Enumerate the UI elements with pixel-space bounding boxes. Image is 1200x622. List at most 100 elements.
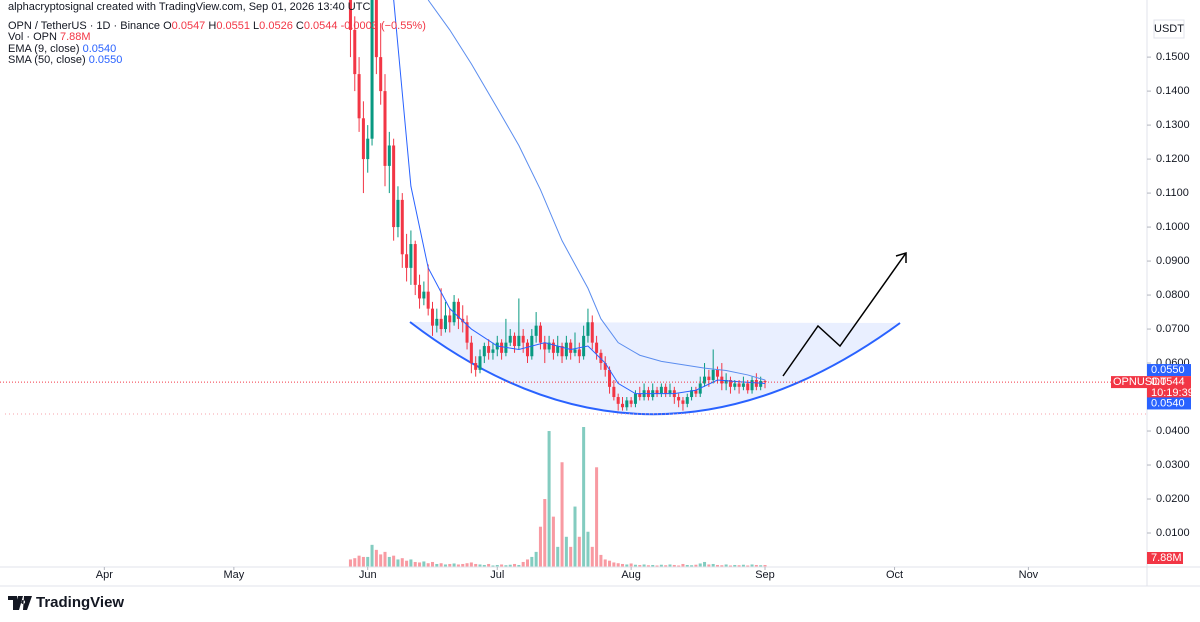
volume-bar [370, 544, 374, 567]
brand: TradingView [8, 594, 124, 611]
candle-body [612, 386, 616, 398]
candle-body [659, 386, 663, 394]
candle-body [620, 403, 625, 408]
candle-body [400, 199, 404, 255]
candle-body [715, 369, 720, 377]
volume-bar [573, 506, 577, 567]
volume-bar [750, 564, 754, 567]
volume-bar [435, 563, 439, 567]
candle-body [560, 346, 564, 357]
candle-body [703, 376, 707, 384]
candle-body [655, 390, 659, 394]
candle-body [538, 325, 542, 343]
volume-bar [374, 549, 378, 567]
candle-body [582, 335, 586, 357]
volume-bar [366, 556, 370, 567]
candle-body [629, 400, 633, 404]
volume-bar [560, 462, 564, 567]
volume-bar [405, 560, 409, 567]
volume-bar [754, 564, 758, 567]
ohlc-key: C [295, 19, 304, 32]
candle-body [573, 349, 577, 353]
candle-body [625, 400, 629, 408]
volume-bar [383, 551, 387, 567]
candle-body [616, 397, 620, 404]
candle-body [413, 244, 417, 285]
x-tick-label: Sep [755, 569, 775, 581]
candle-body [469, 342, 473, 364]
sma-row: SMA (50, close) 0.0550 [8, 54, 426, 67]
volume-bar [508, 564, 512, 567]
volume-bar [608, 560, 612, 567]
currency: USDT [1154, 23, 1184, 35]
candle-body [482, 346, 486, 357]
volume-bar [629, 563, 633, 567]
candle-body [379, 57, 383, 92]
candle-body [577, 349, 581, 357]
y-tick-label: 0.1500 [1156, 51, 1190, 63]
volume-bar [582, 427, 586, 567]
candle-body [521, 335, 525, 343]
volume-bar [715, 564, 720, 567]
volume-bar [418, 562, 422, 567]
volume-bar [586, 531, 590, 567]
candle-body [586, 322, 590, 336]
indicator-value: 0.0540 [82, 42, 117, 55]
candle-body [728, 380, 732, 387]
candle-body [564, 342, 568, 357]
candle-body [409, 244, 413, 268]
candle-body [569, 342, 573, 353]
y-tick-label: 0.1000 [1156, 221, 1190, 233]
volume-bar [513, 563, 517, 567]
volume-bar [478, 564, 482, 567]
candle-body [439, 318, 443, 330]
volume-bar [353, 558, 357, 567]
volume-badge-bg [1147, 552, 1183, 564]
y-tick-label: 0.1400 [1156, 85, 1190, 97]
volume-bar [525, 559, 530, 567]
volume-bar [685, 564, 689, 567]
candle-body [456, 301, 460, 319]
ema-badge-bg [1147, 397, 1191, 410]
volume-bar [690, 565, 694, 567]
volume-bar [491, 565, 495, 567]
volume-bar [430, 561, 435, 567]
candle-body [685, 397, 689, 404]
candle-body [525, 342, 530, 357]
indicator-name: EMA (9, close) [8, 42, 80, 55]
volume-bar [348, 559, 352, 567]
brand-logo [8, 595, 32, 610]
candle-body [763, 381, 767, 383]
volume-bar [599, 554, 603, 567]
volume-bar [638, 564, 642, 567]
ohlc-key: O [163, 19, 172, 32]
y-tick-label: 0.0900 [1156, 255, 1190, 267]
volume-bar [534, 551, 538, 567]
candle-body [750, 380, 754, 391]
candle-body [435, 318, 439, 326]
symbol-badge-bg [1111, 376, 1147, 389]
candle-body [361, 118, 365, 160]
volume-bar [577, 536, 581, 567]
ohlc-key: L [253, 19, 260, 32]
candle-body [681, 400, 685, 404]
candle-body [374, 0, 378, 58]
candle-body [556, 346, 560, 353]
candle-body [741, 383, 745, 387]
x-tick-label: Nov [1019, 569, 1039, 581]
sma-badge-bg [1147, 364, 1191, 377]
volume-bar [387, 556, 391, 567]
volume-bar [487, 563, 491, 567]
candle-body [759, 381, 763, 387]
candle-body [603, 363, 607, 370]
volume-bar [443, 564, 447, 567]
candle-body [366, 138, 370, 160]
y-tick-label: 0.1200 [1156, 153, 1190, 165]
volume-bar [698, 563, 702, 567]
volume-bar [426, 563, 430, 567]
plot-area [0, 0, 1147, 567]
volume-bar [521, 561, 525, 567]
candle-body [543, 342, 547, 350]
volume-bar [379, 554, 383, 567]
